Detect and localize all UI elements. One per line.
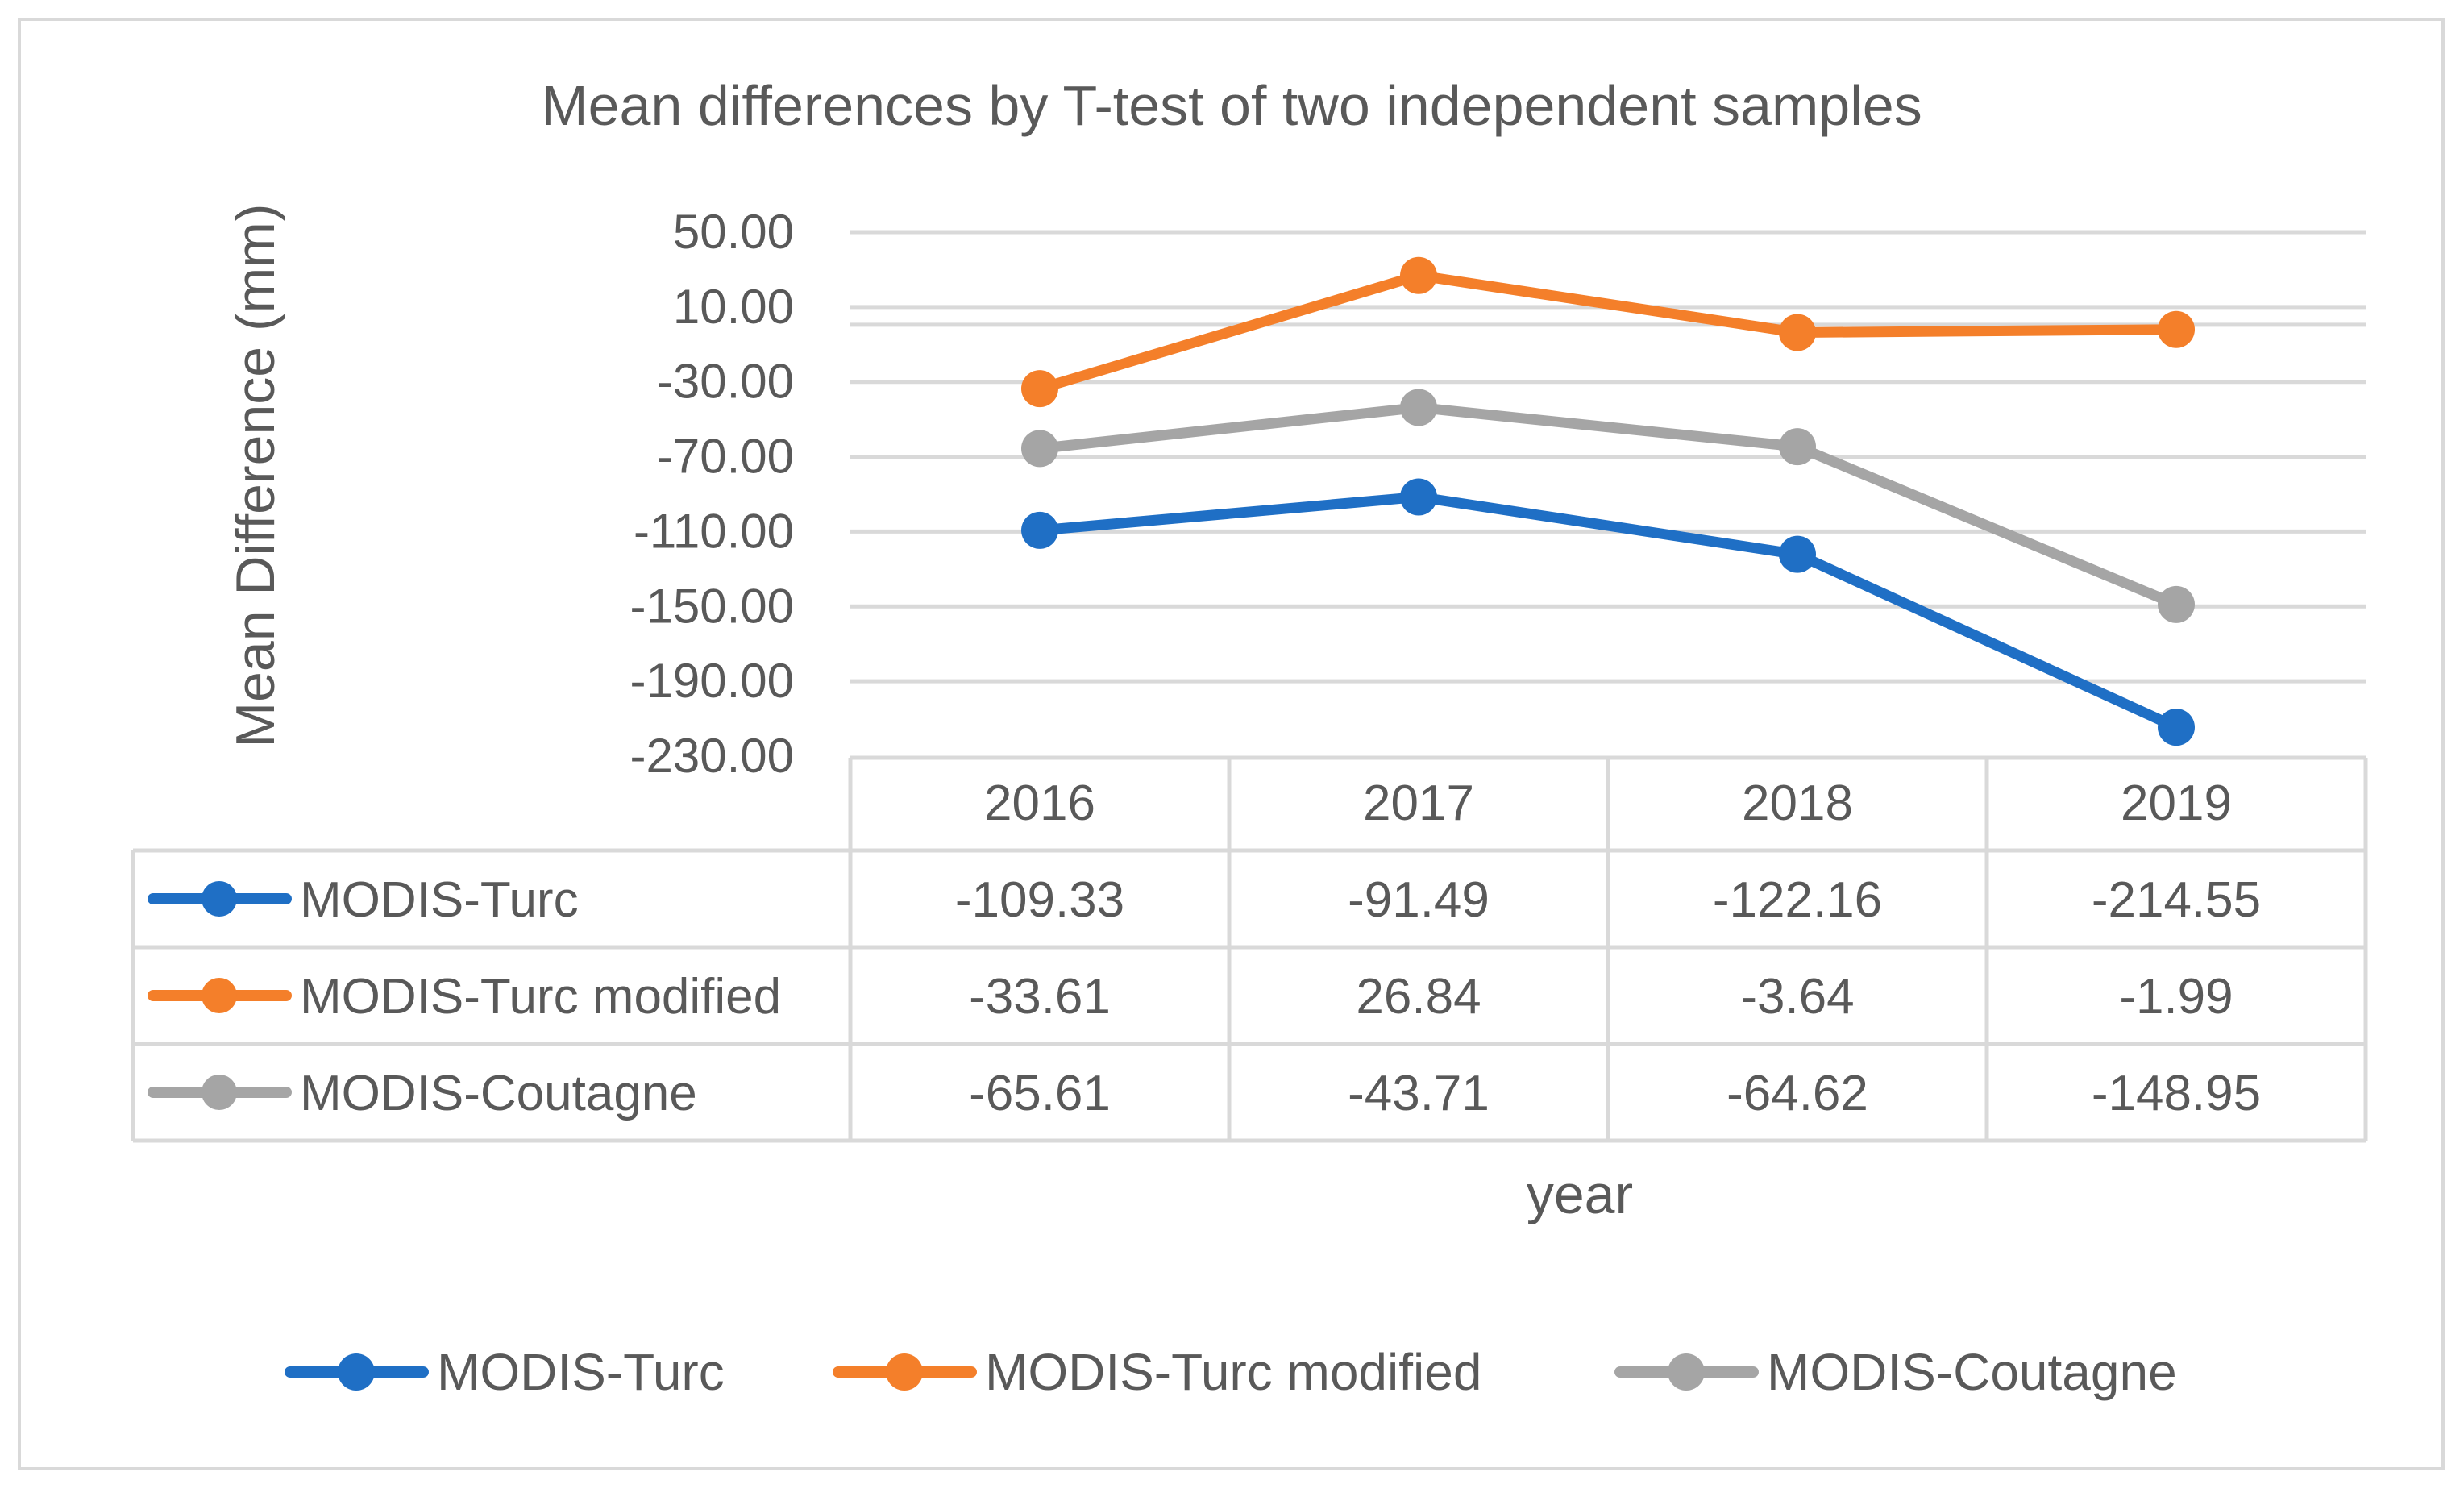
chart-title: Mean differences by T-test of two indepe… — [541, 74, 1922, 137]
data-point — [1021, 511, 1058, 549]
data-point — [1779, 428, 1816, 466]
gridlines — [850, 230, 2366, 684]
y-tick-label: -110.00 — [634, 504, 794, 558]
legend-key-marker — [1668, 1353, 1705, 1391]
table-cell-value: -65.61 — [969, 1066, 1111, 1121]
y-tick-label: -190.00 — [630, 654, 795, 708]
table-cell-value: 26.84 — [1356, 969, 1481, 1025]
table-cell-value: -148.95 — [2092, 1066, 2261, 1121]
table-cell-value: -109.33 — [955, 872, 1124, 928]
table-series-name: MODIS-Coutagne — [300, 1066, 697, 1121]
legend-label: MODIS-Turc — [437, 1343, 725, 1401]
y-axis-ticks: 50.00 10.00 -30.00 -70.00 -110.00 -150.00 -190… — [630, 205, 795, 783]
y-tick-label: 10.00 — [673, 280, 794, 334]
legend: MODIS-Turc MODIS-Turc modified MODIS-Couta… — [285, 1343, 2177, 1401]
data-point — [1021, 370, 1058, 408]
legend-key-marker — [886, 1353, 923, 1391]
table-cell-value: -122.16 — [1713, 872, 1882, 928]
legend-label: MODIS-Coutagne — [1767, 1343, 2177, 1401]
data-table: 2016 2017 2018 2019 MODIS-Turc -109.33 -91.49 -… — [131, 755, 2368, 1143]
table-cell-value: -43.71 — [1348, 1066, 1490, 1121]
table-series-name: MODIS-Turc modified — [300, 969, 781, 1025]
table-cell-value: -3.64 — [1740, 969, 1854, 1025]
chart-frame — [18, 18, 2445, 1470]
table-cell-value: -33.61 — [969, 969, 1111, 1025]
table-cell-value: -214.55 — [2092, 872, 2261, 928]
x-category-label: 2019 — [2121, 775, 2232, 831]
y-tick-label: -30.00 — [657, 355, 794, 409]
legend-label: MODIS-Turc modified — [985, 1343, 1481, 1401]
table-legend-key-marker — [202, 978, 237, 1013]
y-tick-label: 50.00 — [673, 205, 794, 259]
x-axis-title: year — [1527, 1164, 1633, 1225]
table-cell-value: -1.99 — [2119, 969, 2233, 1025]
series-line — [1034, 270, 2182, 394]
table-cell-value: -91.49 — [1348, 872, 1490, 928]
plot-series — [1021, 256, 2195, 746]
series-line — [1034, 402, 2182, 610]
data-point — [1779, 535, 1816, 573]
legend-key-marker — [338, 1353, 375, 1391]
y-tick-label: -70.00 — [657, 430, 794, 484]
data-point — [2158, 709, 2195, 746]
series-line — [1034, 491, 2182, 733]
data-point — [2158, 585, 2195, 623]
table-legend-key-marker — [202, 881, 237, 917]
y-tick-label: -150.00 — [630, 579, 795, 633]
data-point — [1021, 430, 1058, 468]
data-point — [1400, 389, 1437, 426]
x-category-label: 2017 — [1363, 775, 1474, 831]
data-point — [2158, 310, 2195, 348]
table-series-name: MODIS-Turc — [300, 872, 579, 928]
data-point — [1779, 314, 1816, 351]
y-axis-title: Mean Difference (mm) — [225, 203, 286, 747]
x-category-label: 2018 — [1742, 775, 1853, 831]
table-cell-value: -64.62 — [1726, 1066, 1868, 1121]
table-legend-key-marker — [202, 1075, 237, 1110]
data-point — [1400, 478, 1437, 516]
y-tick-label: -230.00 — [630, 729, 795, 783]
x-category-label: 2016 — [984, 775, 1095, 831]
data-point — [1400, 256, 1437, 294]
